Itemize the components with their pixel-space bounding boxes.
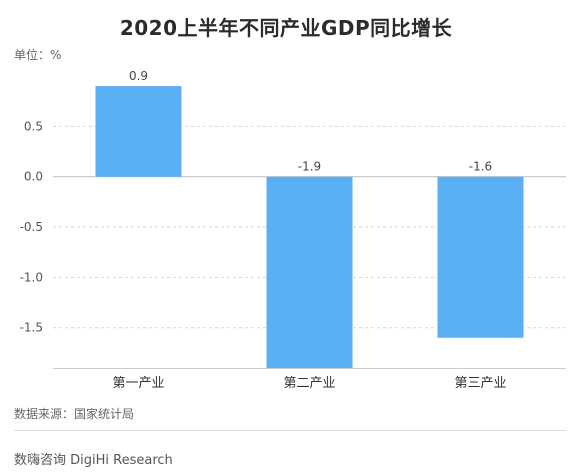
brand-credit: 数嗨咨询 DigiHi Research	[14, 453, 173, 468]
unit-label: 单位：%	[14, 48, 62, 62]
data-source: 数据来源：国家统计局	[14, 407, 135, 421]
x-tick-label: 第一产业	[112, 376, 164, 391]
y-tick-label: 0.5	[24, 119, 43, 133]
data-label: -1.6	[469, 160, 492, 174]
x-tick-label: 第三产业	[454, 376, 506, 391]
footer-divider	[14, 430, 566, 431]
bar	[95, 86, 182, 177]
y-tick-label: -1.0	[20, 270, 43, 284]
data-label: 0.9	[129, 69, 148, 83]
y-tick-label: 0.0	[24, 170, 43, 184]
bar	[266, 176, 353, 368]
chart-title: 2020上半年不同产业GDP同比增长	[119, 16, 453, 40]
bar	[437, 176, 524, 338]
y-tick-label: -0.5	[20, 220, 43, 234]
x-tick-label: 第二产业	[283, 376, 335, 391]
y-tick-label: -1.5	[20, 321, 43, 335]
data-label: -1.9	[298, 160, 321, 174]
